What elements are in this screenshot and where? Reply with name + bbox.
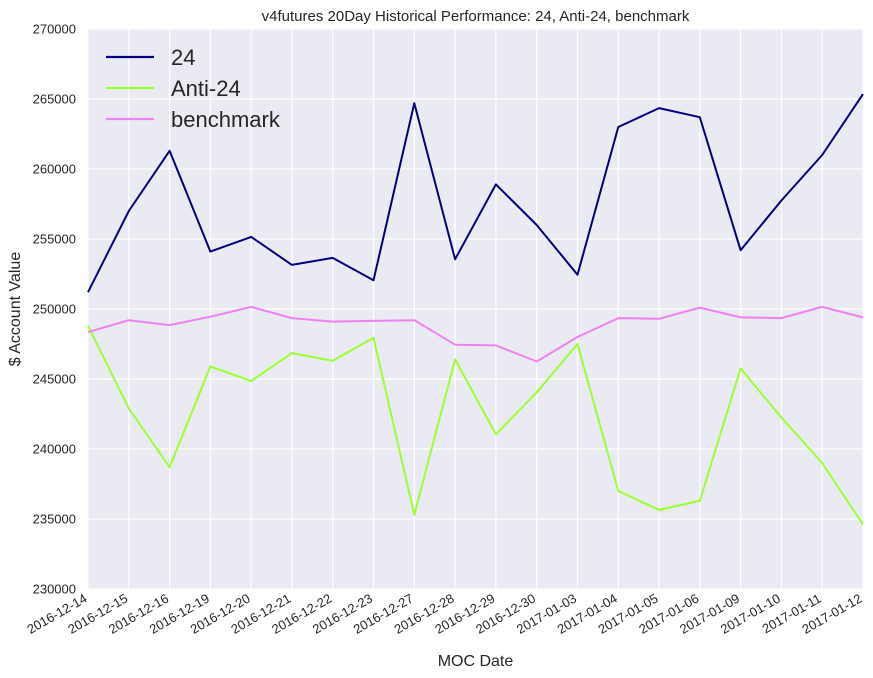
legend: 24 Anti-24 benchmark: [106, 45, 281, 132]
grid-lines: [87, 28, 864, 590]
series-line-1: [87, 93, 864, 293]
y-tick-label: 265000: [33, 92, 76, 107]
legend-label: 24: [171, 45, 195, 70]
series-line-2: [87, 325, 864, 526]
series-line-3: [87, 305, 864, 363]
y-tick-label: 260000: [33, 162, 76, 177]
x-tick-labels: 2016-12-142016-12-152016-12-162016-12-19…: [24, 591, 864, 637]
y-tick-label: 255000: [33, 232, 76, 247]
y-tick-label: 240000: [33, 442, 76, 457]
y-tick-label: 250000: [33, 302, 76, 317]
legend-label: Anti-24: [171, 76, 241, 101]
series-lines: [87, 93, 864, 526]
y-axis-label: $ Account Value: [7, 252, 24, 367]
legend-label: benchmark: [171, 107, 281, 132]
x-axis-label: MOC Date: [438, 653, 514, 670]
y-tick-labels: 230000 235000 240000 245000 250000 255000 2600…: [33, 22, 76, 597]
y-tick-label: 235000: [33, 512, 76, 527]
y-tick-label: 270000: [33, 22, 76, 37]
y-tick-label: 230000: [33, 582, 76, 597]
chart-title: v4futures 20Day Historical Performance: …: [262, 8, 690, 25]
y-tick-label: 245000: [33, 372, 76, 387]
